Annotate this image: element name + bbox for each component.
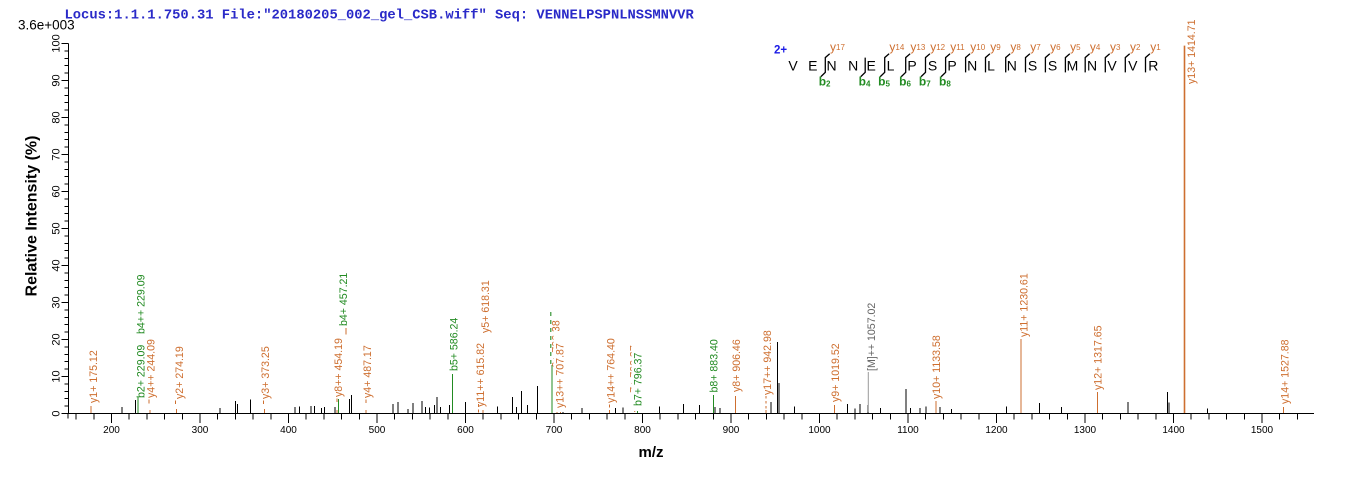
- svg-text:40: 40: [51, 259, 63, 271]
- svg-text:1000: 1000: [808, 425, 831, 436]
- svg-text:1200: 1200: [985, 425, 1008, 436]
- svg-text:E: E: [867, 58, 876, 74]
- svg-text:y3+ 373.25: y3+ 373.25: [260, 346, 272, 399]
- svg-text:y7: y7: [1030, 40, 1041, 54]
- svg-text:300: 300: [192, 425, 209, 436]
- svg-text:2+: 2+: [774, 45, 787, 57]
- svg-text:900: 900: [723, 425, 740, 436]
- svg-text:N: N: [1087, 58, 1097, 74]
- svg-text:10: 10: [51, 370, 63, 382]
- svg-text:800: 800: [634, 425, 651, 436]
- svg-text:70: 70: [51, 148, 63, 160]
- svg-text:y5: y5: [1070, 40, 1081, 54]
- svg-text:y10+ 1133.58: y10+ 1133.58: [931, 335, 943, 399]
- svg-text:y4+ 487.17: y4+ 487.17: [362, 345, 374, 398]
- svg-text:b8+ 883.40: b8+ 883.40: [708, 339, 720, 392]
- svg-text:y13: y13: [910, 40, 925, 54]
- svg-text:m/z: m/z: [638, 444, 663, 461]
- svg-text:b4+ 457.21: b4+ 457.21: [338, 273, 350, 326]
- svg-text:y8+ 906.46: y8+ 906.46: [731, 339, 743, 392]
- svg-text:700: 700: [546, 425, 563, 436]
- svg-text:30: 30: [51, 296, 63, 308]
- svg-text:y8: y8: [1010, 40, 1021, 54]
- svg-text:500: 500: [369, 425, 386, 436]
- svg-text:b7+ 796.37: b7+ 796.37: [633, 353, 645, 406]
- svg-text:y9: y9: [990, 40, 1001, 54]
- svg-text:[M]++ 1057.02: [M]++ 1057.02: [866, 303, 878, 371]
- svg-text:L: L: [887, 58, 895, 74]
- svg-text:V: V: [1128, 58, 1138, 74]
- svg-text:y1: y1: [1150, 40, 1161, 54]
- svg-text:90: 90: [51, 74, 63, 86]
- svg-text:y14++ 764.40: y14++ 764.40: [606, 338, 618, 403]
- svg-text:y4: y4: [1090, 40, 1101, 54]
- svg-text:80: 80: [51, 111, 63, 123]
- svg-text:1300: 1300: [1074, 425, 1097, 436]
- svg-text:100: 100: [51, 34, 63, 52]
- svg-text:y2+ 274.19: y2+ 274.19: [174, 346, 186, 399]
- svg-text:N: N: [967, 58, 977, 74]
- svg-text:1500: 1500: [1251, 425, 1274, 436]
- svg-text:y14+ 1527.88: y14+ 1527.88: [1280, 339, 1292, 404]
- svg-text:Relative Intensity (%): Relative Intensity (%): [24, 136, 41, 297]
- svg-text:y17++ 942.98: y17++ 942.98: [762, 330, 774, 395]
- svg-text:1400: 1400: [1162, 425, 1185, 436]
- svg-text:R: R: [1148, 58, 1158, 74]
- svg-text:3.6e+003: 3.6e+003: [18, 18, 75, 33]
- svg-text:20: 20: [51, 333, 63, 345]
- svg-text:y9+ 1019.52: y9+ 1019.52: [830, 343, 842, 402]
- svg-text:b2+ 229.09: b2+ 229.09: [136, 345, 148, 398]
- svg-text:y5+ 618.31: y5+ 618.31: [480, 280, 492, 333]
- svg-text:y17: y17: [830, 40, 845, 54]
- svg-text:0: 0: [51, 410, 63, 416]
- svg-text:S: S: [1028, 58, 1037, 74]
- svg-text:y11: y11: [950, 40, 965, 54]
- svg-text:b4++ 229.09: b4++ 229.09: [136, 274, 148, 334]
- svg-text:60: 60: [51, 185, 63, 197]
- svg-text:600: 600: [457, 425, 474, 436]
- svg-text:V: V: [788, 58, 798, 74]
- svg-text:y13+ 1414.71: y13+ 1414.71: [1186, 19, 1198, 84]
- svg-text:N: N: [826, 58, 836, 74]
- svg-text:y10: y10: [970, 40, 985, 54]
- svg-text:1100: 1100: [897, 425, 919, 436]
- svg-text:y12: y12: [930, 40, 945, 54]
- svg-text:y11++ 615.82: y11++ 615.82: [475, 343, 487, 407]
- svg-text:N: N: [1007, 58, 1017, 74]
- svg-text:M: M: [1067, 58, 1079, 74]
- svg-text:y4++ 244.09: y4++ 244.09: [146, 339, 158, 398]
- svg-text:y1+ 175.12: y1+ 175.12: [88, 350, 100, 403]
- svg-text:y6: y6: [1050, 40, 1061, 54]
- svg-text:V: V: [1107, 58, 1117, 74]
- svg-text:y8++ 454.19: y8++ 454.19: [333, 338, 345, 397]
- svg-text:y2: y2: [1130, 40, 1141, 54]
- svg-text:y3: y3: [1110, 40, 1121, 54]
- svg-text:y11+ 1230.61: y11+ 1230.61: [1019, 273, 1031, 337]
- svg-text:y14: y14: [889, 40, 904, 54]
- svg-text:N: N: [848, 58, 858, 74]
- svg-text:b5+ 586.24: b5+ 586.24: [449, 318, 461, 371]
- svg-text:P: P: [907, 58, 916, 74]
- svg-text:200: 200: [103, 425, 120, 436]
- svg-text:y13++ 707.87: y13++ 707.87: [555, 343, 567, 408]
- svg-text:P: P: [947, 58, 956, 74]
- svg-text:L: L: [987, 58, 995, 74]
- svg-text:E: E: [808, 58, 817, 74]
- svg-text:50: 50: [51, 222, 63, 234]
- svg-text:S: S: [928, 58, 937, 74]
- svg-text:400: 400: [280, 425, 297, 436]
- svg-text:S: S: [1048, 58, 1057, 74]
- svg-text:Locus:1.1.1.750.31 File:"20180: Locus:1.1.1.750.31 File:"20180205_002_ge…: [65, 8, 695, 24]
- svg-text:y12+ 1317.65: y12+ 1317.65: [1093, 325, 1105, 390]
